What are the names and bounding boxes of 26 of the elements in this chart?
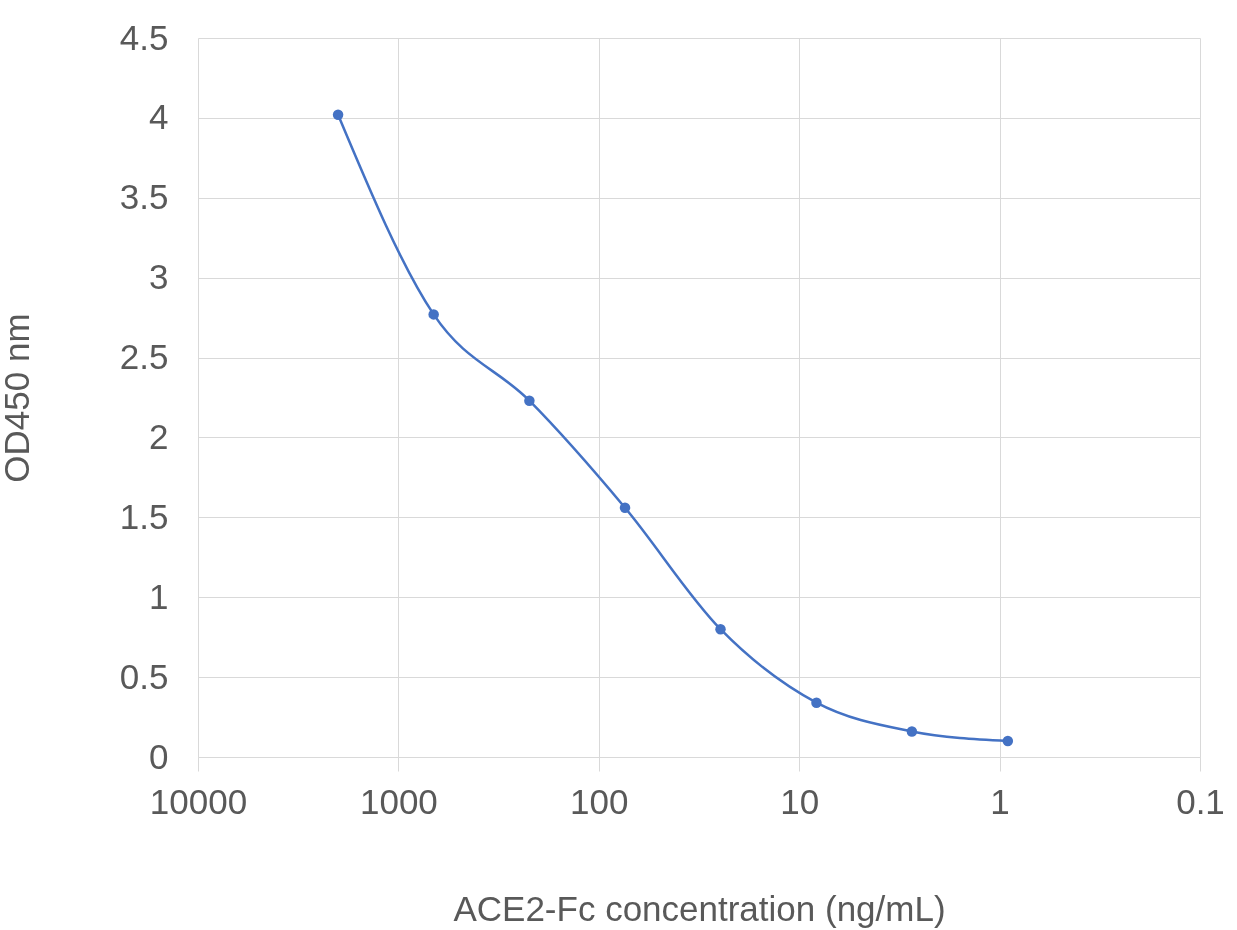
x-axis-title: ACE2-Fc concentration (ng/mL)	[453, 888, 946, 928]
x-tick-label: 1000	[359, 781, 438, 821]
point	[524, 395, 535, 406]
point	[1002, 735, 1014, 747]
y-tick-label: 1	[149, 576, 169, 616]
point	[811, 697, 822, 708]
y-tick-label: 0	[149, 736, 169, 776]
x-tick-label: 1	[990, 781, 1010, 821]
y-tick-label: 3	[149, 257, 169, 297]
y-tick-label: 1.5	[119, 496, 169, 536]
point	[332, 109, 344, 120]
x-tick-label: 10	[780, 781, 820, 821]
x-tick-label: 10000	[149, 781, 248, 821]
point	[715, 623, 726, 635]
point	[428, 309, 439, 320]
y-tick-label: 2	[149, 416, 169, 456]
y-tick-label: 2.5	[119, 337, 169, 377]
point	[619, 502, 631, 513]
y-tick-label: 0.5	[119, 656, 169, 696]
y-tick-label: 4	[149, 97, 169, 137]
point	[906, 726, 918, 737]
x-tick-label: 0.1	[1176, 781, 1225, 821]
y-axis-title: OD450 nm	[0, 313, 36, 483]
y-tick-label: 3.5	[119, 177, 169, 217]
x-tick-label: 100	[570, 781, 629, 821]
y-tick-label: 4.5	[119, 17, 169, 57]
